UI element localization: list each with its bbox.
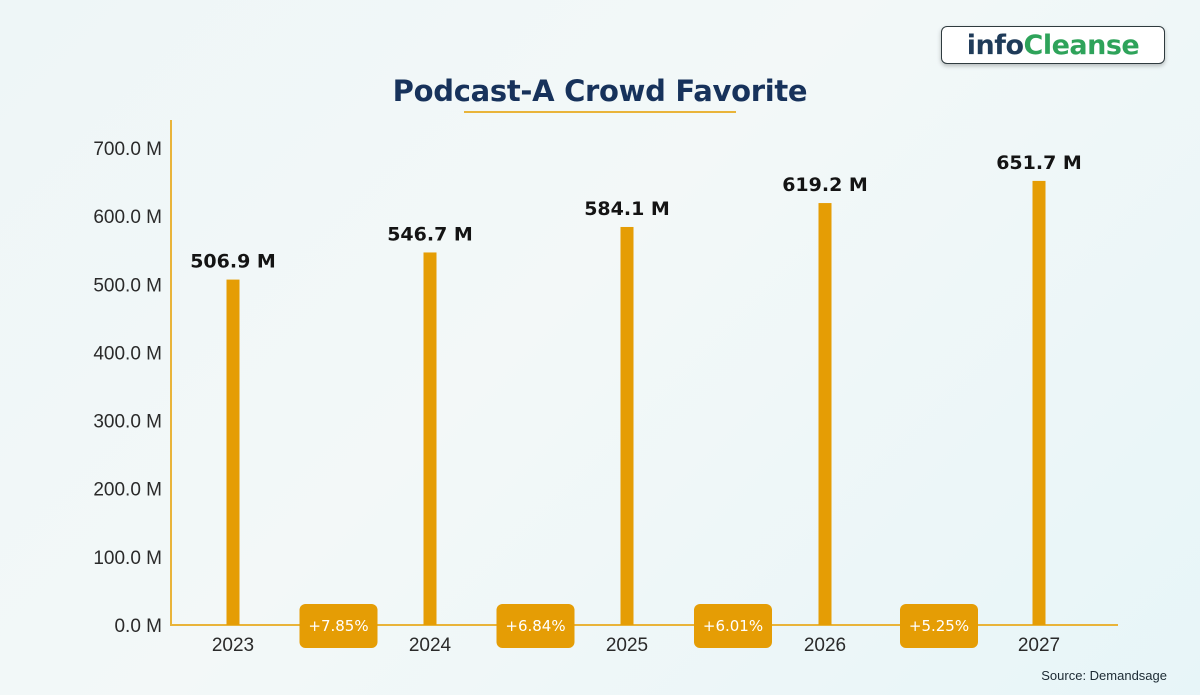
infocleanse-logo: info Cleanse [941,26,1165,64]
growth-badge-bg [900,604,978,648]
y-tick-label: 700.0 M [93,139,162,160]
growth-badge-bg [694,604,772,648]
y-tick-label: 300.0 M [93,412,162,433]
logo-text-cleanse: Cleanse [1023,29,1140,61]
bar-2024 [423,252,437,625]
source-note: Source: Demandsage [1041,668,1167,683]
y-tick-label: 600.0 M [93,207,162,228]
value-label: 584.1 M [584,198,670,220]
value-labels: 506.9 M 546.7 M 584.1 M 619.2 M 651.7 M [190,152,1082,273]
value-label: 651.7 M [996,152,1082,174]
growth-badge-label: +5.25% [909,617,969,635]
x-tick-label: 2024 [409,635,452,656]
growth-badge: +7.85% [299,604,378,648]
growth-badge-label: +6.01% [703,617,763,635]
y-axis-ticks: 0.0 M 100.0 M 200.0 M 300.0 M 400.0 M 500.0 M… [93,139,162,637]
y-tick-label: 100.0 M [93,548,162,569]
y-tick-label: 500.0 M [93,275,162,296]
y-tick-label: 200.0 M [93,480,162,501]
growth-badge: +5.25% [900,604,978,648]
bar-2025 [620,226,634,625]
bar-2026 [818,203,832,625]
bar-2023 [226,279,240,625]
y-tick-label: 400.0 M [93,343,162,364]
logo-text-info: info [966,29,1024,61]
value-label: 546.7 M [387,223,473,245]
chart-title: Podcast-A Crowd Favorite [392,74,808,108]
growth-badges: +7.85% +6.84% +6.01% +5.25% [299,604,978,648]
bar-2027 [1032,180,1046,625]
x-tick-label: 2025 [606,635,648,656]
y-tick-label: 0.0 M [114,616,162,637]
x-tick-label: 2026 [804,635,846,656]
value-label: 506.9 M [190,251,276,273]
growth-badge-bg [496,604,575,648]
growth-badge-label: +7.85% [308,617,368,635]
growth-badge: +6.84% [496,604,575,648]
x-axis-ticks: 2023 2024 2025 2026 2027 [212,635,1060,656]
growth-badge-label: +6.84% [505,617,565,635]
value-label: 619.2 M [782,174,868,196]
title-underline [464,111,736,113]
growth-badge-bg [299,604,378,648]
growth-badge: +6.01% [694,604,772,648]
bars [226,180,1046,625]
x-tick-label: 2023 [212,635,254,656]
x-tick-label: 2027 [1018,635,1060,656]
